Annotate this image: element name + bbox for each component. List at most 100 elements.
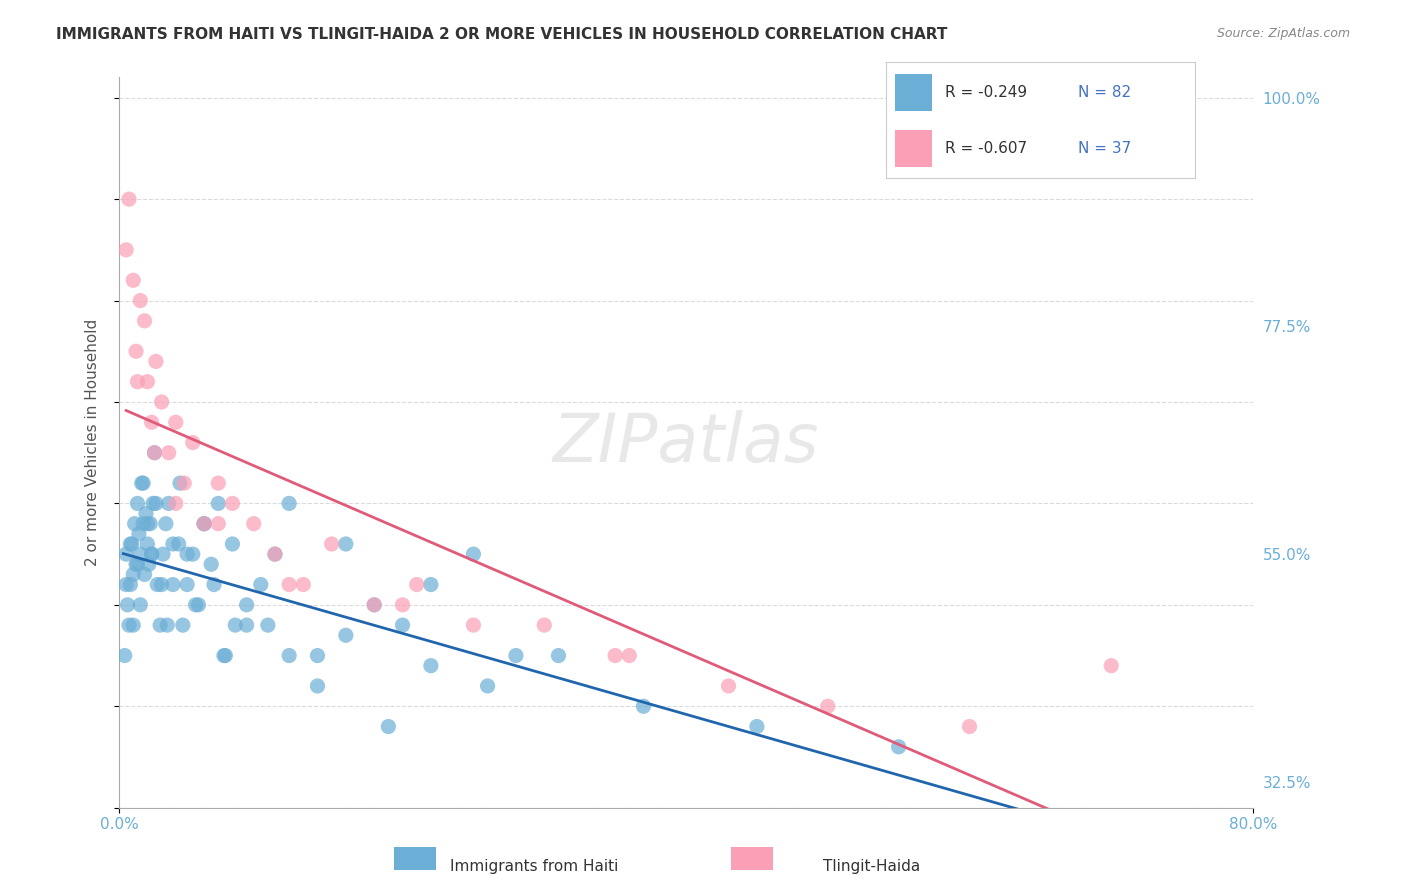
Point bbox=[202, 577, 225, 591]
Point bbox=[619, 648, 641, 663]
Point bbox=[419, 658, 441, 673]
Point bbox=[115, 577, 138, 591]
Point bbox=[145, 354, 167, 368]
Point bbox=[120, 577, 142, 591]
Point bbox=[463, 618, 485, 632]
Point bbox=[172, 618, 194, 632]
Y-axis label: 2 or more Vehicles in Household: 2 or more Vehicles in Household bbox=[86, 319, 100, 566]
Point bbox=[136, 516, 159, 531]
Point bbox=[115, 243, 138, 257]
Point bbox=[1099, 658, 1122, 673]
Text: Immigrants from Haiti: Immigrants from Haiti bbox=[450, 859, 619, 874]
Point bbox=[155, 516, 177, 531]
Point bbox=[264, 547, 287, 561]
Point bbox=[321, 537, 343, 551]
Point bbox=[193, 516, 215, 531]
Point bbox=[150, 395, 173, 409]
Point bbox=[335, 537, 357, 551]
Point bbox=[463, 547, 485, 561]
Point bbox=[165, 496, 187, 510]
Point bbox=[264, 547, 287, 561]
Point bbox=[132, 516, 155, 531]
Point bbox=[887, 739, 910, 754]
Point bbox=[128, 526, 150, 541]
Point bbox=[141, 547, 163, 561]
Point bbox=[292, 577, 315, 591]
Text: R = -0.607: R = -0.607 bbox=[945, 141, 1026, 156]
Point bbox=[136, 375, 159, 389]
Point bbox=[633, 699, 655, 714]
Bar bbox=[896, 129, 932, 167]
Point bbox=[200, 558, 222, 572]
Point bbox=[221, 496, 243, 510]
Point bbox=[125, 344, 148, 359]
Point bbox=[167, 537, 190, 551]
Point bbox=[533, 618, 555, 632]
Point bbox=[959, 720, 981, 734]
Point bbox=[165, 415, 187, 429]
Point bbox=[149, 618, 172, 632]
Point bbox=[249, 577, 271, 591]
Point bbox=[207, 496, 229, 510]
Point bbox=[221, 537, 243, 551]
Point bbox=[235, 598, 257, 612]
Point bbox=[162, 577, 184, 591]
Point bbox=[717, 679, 740, 693]
Point bbox=[143, 446, 166, 460]
Point bbox=[193, 516, 215, 531]
Point bbox=[141, 415, 163, 429]
Point bbox=[134, 567, 156, 582]
Point bbox=[157, 446, 180, 460]
Point bbox=[150, 577, 173, 591]
Point bbox=[278, 496, 301, 510]
Point bbox=[391, 598, 413, 612]
Point bbox=[115, 547, 138, 561]
Point bbox=[187, 598, 209, 612]
Point bbox=[157, 496, 180, 510]
Point bbox=[193, 516, 215, 531]
Point bbox=[156, 618, 179, 632]
Point bbox=[145, 496, 167, 510]
Point bbox=[112, 821, 135, 835]
Point bbox=[242, 516, 264, 531]
Point bbox=[127, 375, 149, 389]
Point bbox=[135, 507, 157, 521]
Point bbox=[122, 567, 145, 582]
Point bbox=[505, 648, 527, 663]
Point bbox=[278, 648, 301, 663]
Point bbox=[169, 476, 191, 491]
Text: Source: ZipAtlas.com: Source: ZipAtlas.com bbox=[1216, 27, 1350, 40]
Text: R = -0.249: R = -0.249 bbox=[945, 85, 1026, 100]
Point bbox=[181, 435, 204, 450]
Point bbox=[363, 598, 385, 612]
Point bbox=[224, 618, 246, 632]
Point bbox=[176, 577, 198, 591]
Point bbox=[134, 314, 156, 328]
Point bbox=[120, 537, 142, 551]
Text: N = 37: N = 37 bbox=[1077, 141, 1130, 156]
Point bbox=[817, 699, 839, 714]
Point bbox=[207, 516, 229, 531]
Point bbox=[114, 648, 136, 663]
Text: N = 82: N = 82 bbox=[1077, 85, 1130, 100]
Point bbox=[547, 648, 569, 663]
Point bbox=[132, 476, 155, 491]
Point bbox=[122, 618, 145, 632]
Point bbox=[181, 547, 204, 561]
Point bbox=[139, 516, 162, 531]
Point bbox=[307, 648, 329, 663]
Point bbox=[118, 618, 141, 632]
Text: ZIPatlas: ZIPatlas bbox=[553, 409, 820, 475]
Point bbox=[235, 618, 257, 632]
Point bbox=[117, 598, 139, 612]
Point bbox=[125, 558, 148, 572]
Point bbox=[143, 446, 166, 460]
Text: Tlingit-Haida: Tlingit-Haida bbox=[823, 859, 921, 874]
Point bbox=[121, 537, 143, 551]
Point bbox=[257, 618, 280, 632]
Point bbox=[307, 679, 329, 693]
Point bbox=[162, 537, 184, 551]
Point bbox=[1057, 881, 1080, 892]
Point bbox=[184, 598, 207, 612]
Point bbox=[745, 720, 768, 734]
